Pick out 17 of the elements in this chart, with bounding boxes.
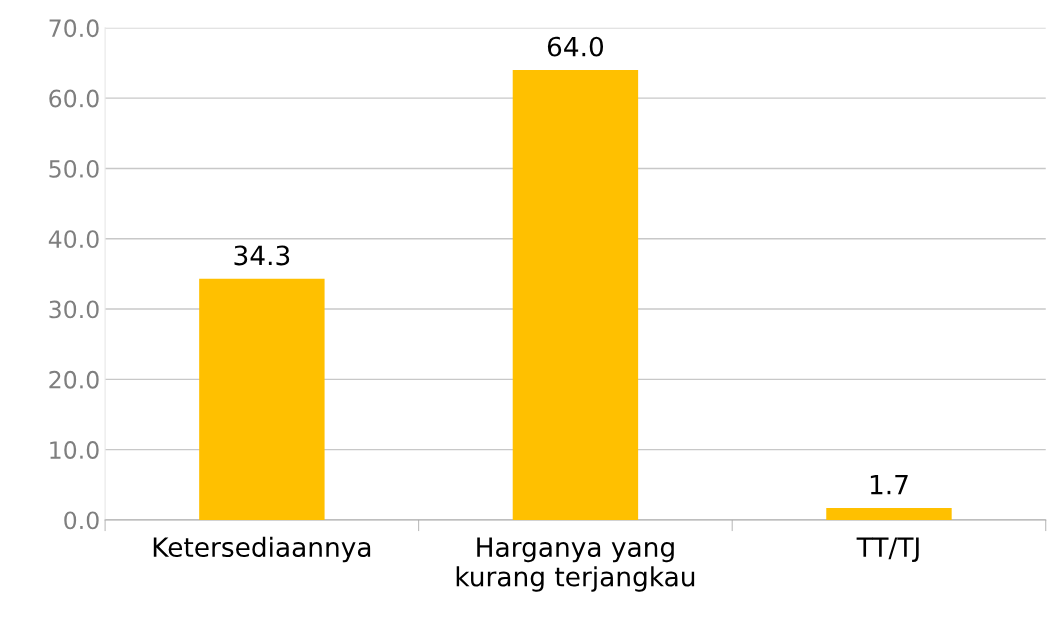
data-label: 64.0 (547, 36, 604, 57)
y-tick-label: 40.0 (48, 230, 99, 249)
y-tick-label: 0.0 (64, 511, 99, 530)
x-tick-label: Ketersediaannya (153, 536, 371, 563)
bar (512, 70, 639, 520)
data-label: 34.3 (234, 245, 290, 266)
y-tick-label: 20.0 (49, 370, 99, 389)
x-tick-label: TT/TJ (856, 537, 919, 562)
y-tick-label: 50.0 (49, 159, 99, 178)
y-tick-label: 60.0 (49, 89, 99, 108)
data-label: 1.7 (870, 474, 908, 495)
y-tick-label: 10.0 (50, 441, 99, 459)
bar (199, 278, 325, 520)
bar (826, 508, 952, 520)
y-tick-label: 30.0 (49, 300, 99, 319)
x-tick-label: Harganya yang kurang terjangkau (456, 537, 695, 592)
y-tick-label: 70.0 (49, 19, 99, 38)
